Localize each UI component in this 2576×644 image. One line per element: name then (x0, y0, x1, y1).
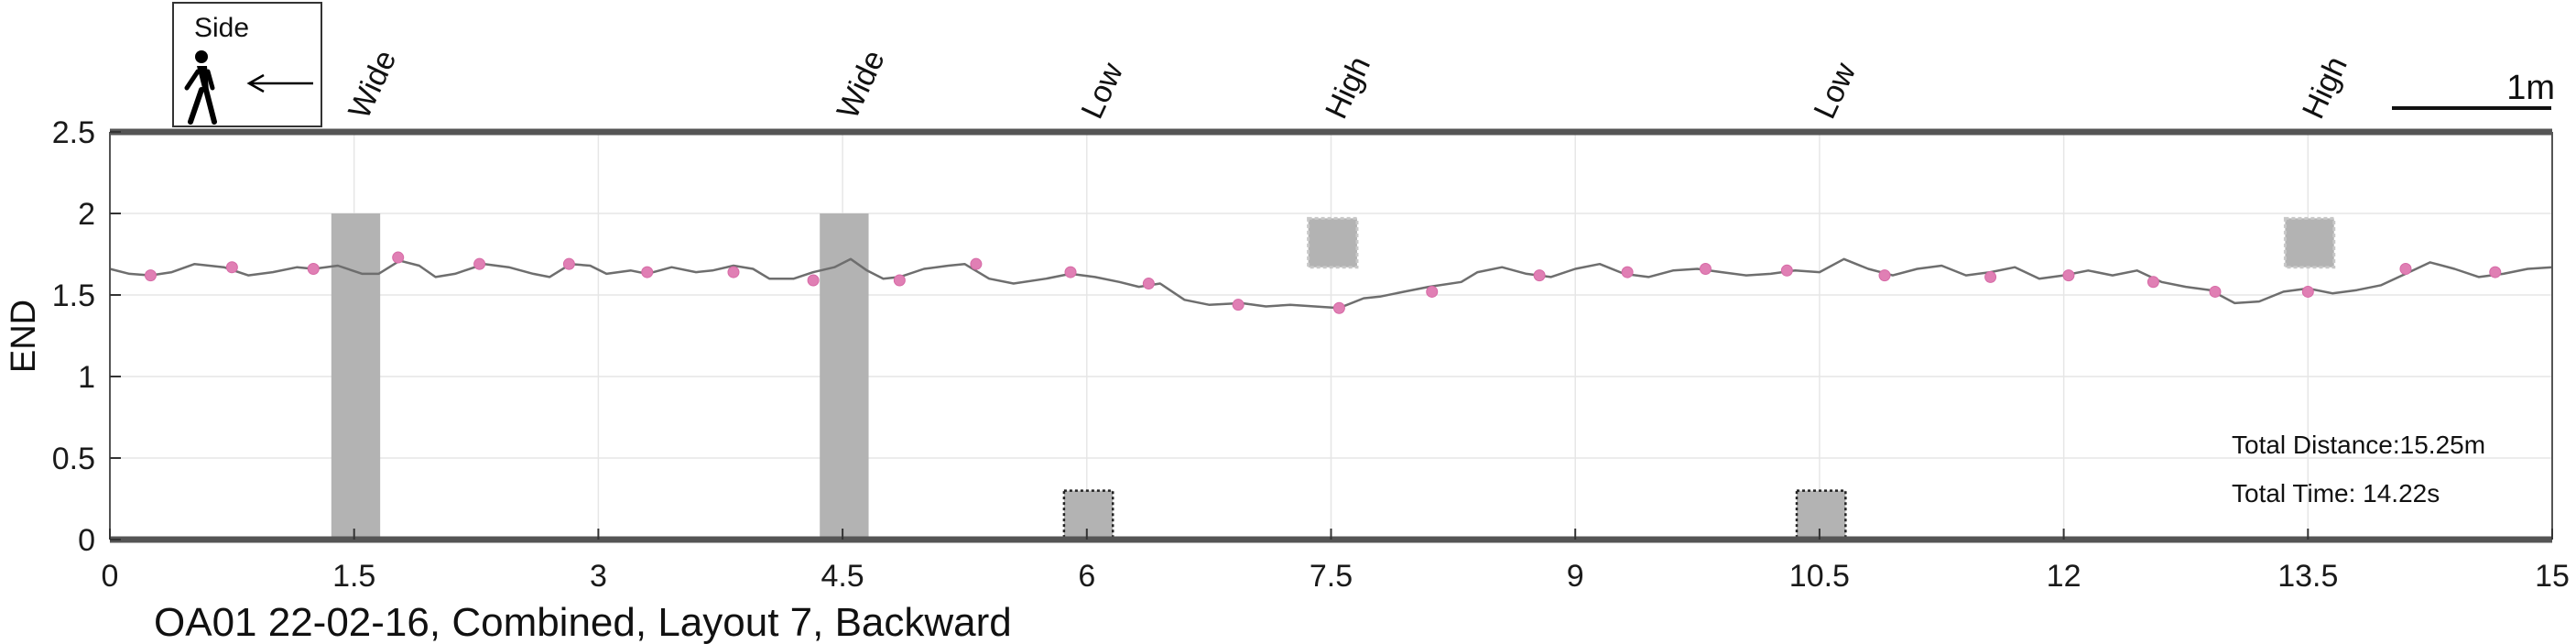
data-point (1699, 263, 1712, 276)
x-tick-label: 0 (102, 559, 119, 594)
data-point (144, 269, 157, 282)
axis-ticks: 0 1.5 3 4.5 6 7.5 9 10.5 12 13.5 15 0 0.5 1 1.5 2 2.5 (52, 115, 2570, 594)
chart-caption: OA01 22-02-16, Combined, Layout 7, Backw… (154, 600, 1012, 644)
data-point (1232, 299, 1245, 311)
walking-person-icon (184, 50, 217, 125)
series (109, 251, 2553, 314)
y-tick-label: 0.5 (52, 442, 95, 476)
data-point (1142, 278, 1155, 290)
y-tick-label: 1 (78, 360, 95, 395)
x-tick-label: 4.5 (821, 559, 864, 594)
x-tick-label: 15 (2535, 559, 2570, 594)
direction-label: Side (194, 13, 249, 43)
data-point (2399, 263, 2412, 276)
x-tick-label: 10.5 (1789, 559, 1850, 594)
obstacle-high (2283, 216, 2336, 269)
obstacle-label: Wide (831, 45, 892, 124)
obstacle-label: Low (1807, 57, 1863, 124)
data-point (2062, 269, 2075, 282)
x-tick-label: 7.5 (1310, 559, 1353, 594)
data-point (2489, 266, 2502, 278)
data-point (807, 274, 820, 287)
obstacle-low (1062, 489, 1114, 541)
y-tick-label: 2.5 (52, 115, 95, 150)
data-point (473, 257, 486, 270)
x-tick-label: 1.5 (332, 559, 375, 594)
y-tick-label: 1.5 (52, 278, 95, 313)
y-tick-label: 2 (78, 197, 95, 232)
data-point (970, 257, 983, 270)
series-line (109, 257, 2553, 310)
y-axis-label: END (5, 300, 43, 373)
x-tick-label: 9 (1567, 559, 1584, 594)
obstacle-wide (331, 213, 381, 540)
y-tick-label: 0 (78, 523, 95, 558)
obstacle-low (1795, 489, 1847, 541)
data-point (1332, 301, 1345, 314)
data-point (893, 274, 906, 287)
obstacle-label: Low (1074, 57, 1130, 124)
x-tick-label: 6 (1078, 559, 1095, 594)
data-point (307, 263, 320, 276)
arrow-left-icon (246, 73, 313, 93)
data-point (2209, 285, 2222, 298)
obstacle-labels: Wide Wide Low High Low High (342, 45, 2354, 124)
x-tick-label: 12 (2047, 559, 2081, 594)
data-point (392, 251, 405, 264)
data-point (2147, 276, 2159, 289)
data-point (2301, 285, 2314, 298)
data-point (225, 261, 238, 274)
obstacle-label: Wide (342, 45, 403, 124)
total-time-text: Total Time: 14.22s (2232, 479, 2440, 508)
direction-box: Side (172, 2, 322, 127)
total-distance-text: Total Distance:15.25m (2232, 431, 2485, 459)
obstacle-label: High (1319, 51, 1377, 124)
obstacle-high (1307, 216, 1359, 269)
data-point (1621, 266, 1634, 278)
grid (109, 131, 2553, 540)
data-point (562, 257, 575, 270)
data-point (1780, 264, 1793, 277)
obstacle-label: High (2296, 51, 2354, 124)
data-point (1878, 269, 1891, 282)
x-tick-label: 13.5 (2277, 559, 2338, 594)
data-point (727, 266, 740, 278)
data-point (641, 266, 654, 278)
x-tick-label: 3 (590, 559, 607, 594)
scale-bar-label: 1m (2506, 69, 2555, 107)
data-point (1533, 269, 1546, 282)
data-point (1426, 285, 1439, 298)
scale-bar: 1m (2392, 69, 2555, 110)
data-point (1064, 266, 1077, 278)
data-point (1984, 270, 1997, 283)
